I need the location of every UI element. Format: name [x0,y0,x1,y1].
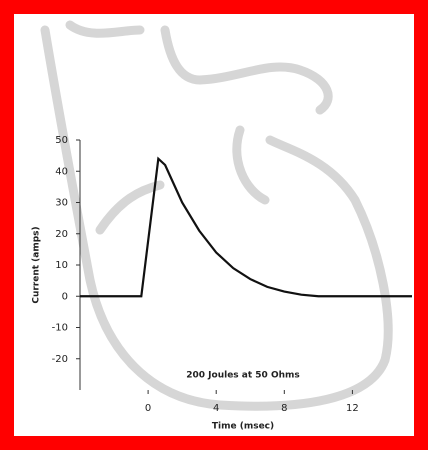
heart-outline-inner [232,125,270,205]
heart-outline-outer [40,25,393,411]
y-tick-label: 40 [55,166,68,177]
heart-outline-top [65,20,145,38]
heart-outline-vessel [160,25,333,115]
y-axis-label: Current (amps) [32,226,42,303]
y-tick-label: 10 [55,260,68,271]
x-tick-label: 8 [281,403,287,414]
heart-outline [40,20,393,411]
y-tick-label: -20 [52,354,68,365]
y-tick-label: 50 [55,135,68,146]
x-tick-label: 0 [145,403,151,414]
x-tick-label: 4 [213,403,219,414]
x-axis-label: Time (msec) [212,422,274,432]
y-tick-label: 0 [62,291,68,302]
waveform [80,156,412,298]
annotation: 200 Joules at 50 Ohms [186,371,300,381]
x-tick-label: 12 [346,403,359,414]
y-tick-label: 20 [55,229,68,240]
y-tick-label: 30 [55,198,68,209]
y-tick-label: -10 [52,323,68,334]
